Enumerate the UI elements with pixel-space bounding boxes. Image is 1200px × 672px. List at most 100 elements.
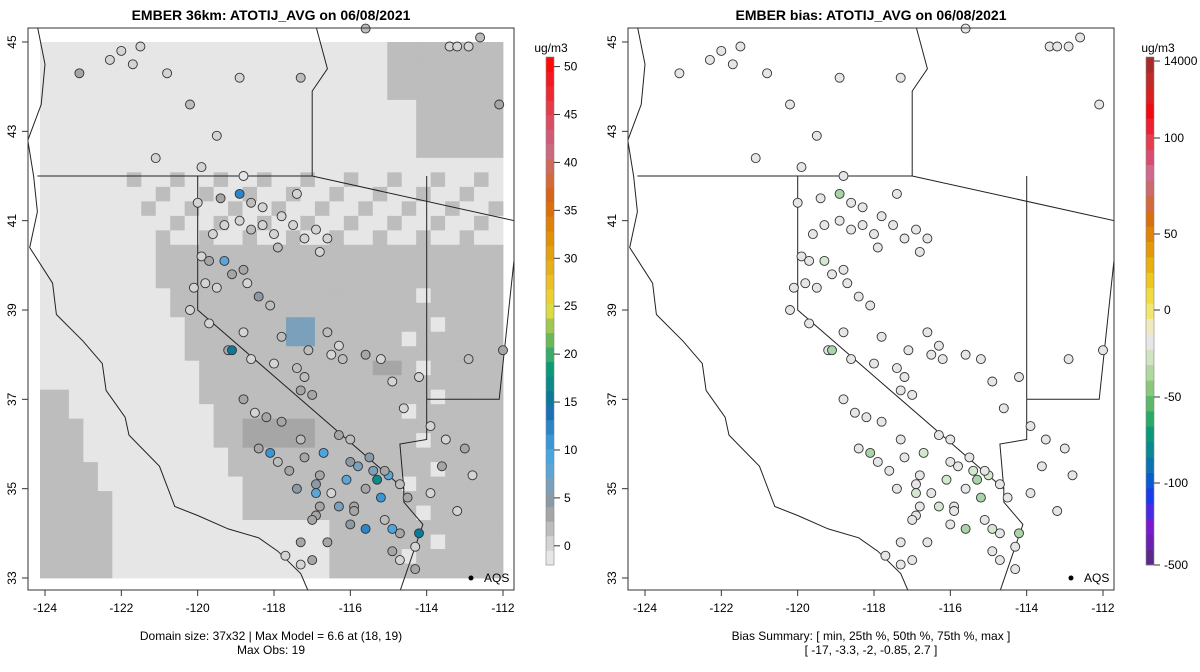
grid-cell [358,273,374,289]
grid-cell [112,70,128,86]
grid-cell [126,273,142,289]
grid-cell [155,549,171,564]
station-marker [211,130,222,141]
colorbar-tick-label: 0 [564,539,571,553]
grid-cell [401,273,417,289]
station-marker [498,345,508,356]
grid-cell [416,462,432,477]
grid-cell [300,201,316,217]
grid-cell [242,476,258,492]
grid-cell [155,331,171,347]
grid-cell [97,99,113,115]
grid-cell [126,259,142,275]
grid-cell [228,433,243,449]
grid-cell [445,549,460,564]
grid-cell [474,215,489,231]
grid-cell [401,288,417,304]
grid-cell [184,85,200,101]
grid-cell [430,157,446,173]
grid-cell [40,114,55,130]
grid-cell [141,331,157,347]
grid-cell [199,375,215,391]
grid-cell [257,549,272,564]
grid-cell [40,42,55,57]
grid-cell [213,331,229,347]
grid-cell [285,273,301,289]
grid-cell [97,157,113,173]
grid-cell [126,70,142,86]
station-marker [234,188,245,199]
colorbar-swatch [1146,411,1154,427]
grid-cell [54,476,70,492]
grid-cell [213,360,229,376]
grid-cell [199,520,215,535]
grid-cell [228,317,243,333]
grid-cell [488,375,504,391]
station-marker [819,220,830,231]
station-marker [322,327,333,338]
station-marker [704,54,715,65]
grid-cell [372,549,388,564]
grid-cell [445,375,460,391]
station-marker [1010,541,1021,552]
grid-cell [314,346,330,362]
grid-cell [141,56,157,72]
grid-cell [112,230,128,246]
model-axes: -124 -122 -120 -118 -116 -114 -112 33 35 37 39 41 43… [5,35,515,615]
grid-cell [213,563,229,579]
colorbar-swatch [1146,318,1154,335]
aqs-label: AQS [484,571,509,585]
grid-cell [68,201,84,217]
grid-cell [343,85,359,101]
grid-cell [257,520,272,535]
x-tick-label: -116 [339,601,362,615]
grid-cell [343,42,359,57]
grid-cell [112,317,128,333]
grid-cell [459,128,475,144]
grid-cell [358,42,374,57]
grid-cell [184,128,200,144]
grid-cell [54,244,70,260]
grid-cell [445,288,460,304]
station-marker [494,99,505,110]
grid-cell [54,143,70,159]
grid-cell [184,143,200,159]
grid-cell [416,215,432,231]
grid-cell [401,42,417,57]
grid-cell [343,288,359,304]
grid-cell [387,360,403,376]
station-marker [295,385,306,396]
station-marker [857,220,868,231]
grid-cell [430,375,446,391]
station-marker [1052,506,1063,516]
colorbar-swatch [1146,457,1154,473]
station-marker [987,376,998,387]
grid-cell [387,404,403,420]
station-marker [394,528,405,539]
grid-cell [285,404,301,420]
grid-cell [242,99,258,115]
grid-cell [358,114,374,130]
grid-cell [54,505,70,521]
grid-cell [358,505,374,521]
station-marker [891,363,902,374]
grid-cell [40,534,55,550]
grid-cell [314,143,330,159]
y-tick-label: 43 [605,124,619,138]
grid-cell [83,360,99,376]
grid-cell [83,143,99,159]
grid-cell [83,302,99,318]
grid-cell [141,244,157,260]
station-marker [975,354,986,365]
grid-cell [228,85,243,101]
grid-cell [228,563,243,579]
grid-cell [372,143,388,159]
grid-cell [54,331,70,347]
station-marker [379,465,390,476]
station-marker [414,528,424,539]
grid-cell [430,317,446,333]
grid-cell [358,331,374,347]
grid-cell [372,331,388,347]
grid-cell [314,563,330,579]
